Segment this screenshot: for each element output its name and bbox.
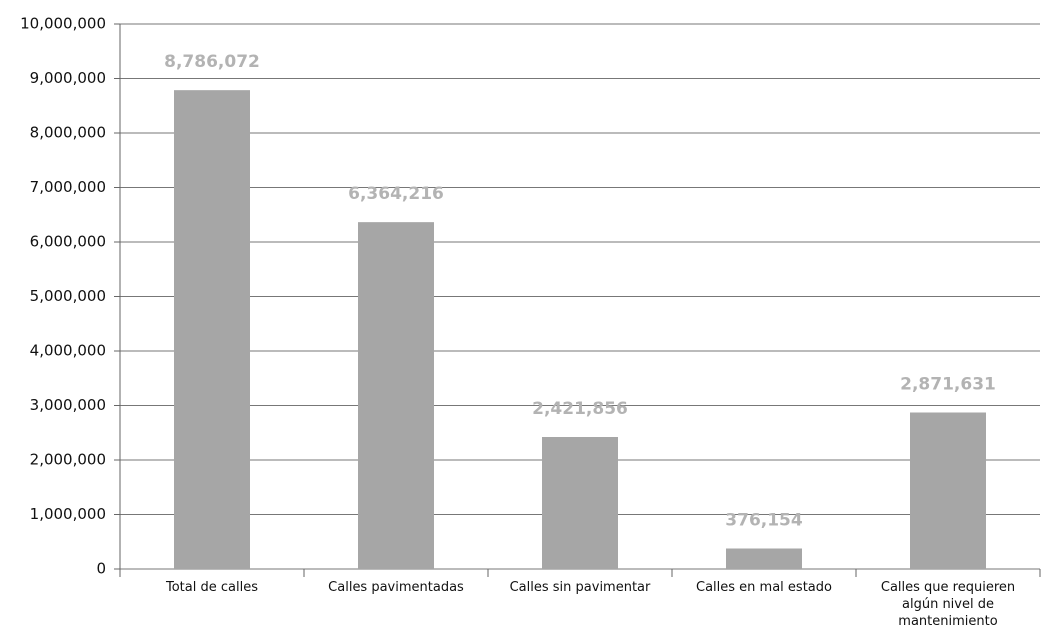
- bar: [542, 437, 618, 569]
- y-tick-label: 6,000,000: [30, 233, 106, 251]
- x-tick-label: Calles sin pavimentar: [509, 580, 651, 595]
- y-tick-label: 7,000,000: [30, 178, 106, 196]
- bar: [358, 222, 434, 570]
- y-tick-label: 9,000,000: [30, 69, 106, 87]
- y-tick-label: 4,000,000: [30, 342, 106, 360]
- y-tick-label: 10,000,000: [20, 15, 106, 33]
- y-tick-label: 1,000,000: [30, 505, 106, 523]
- y-tick-label: 3,000,000: [30, 396, 106, 414]
- value-label: 8,786,072: [164, 52, 260, 72]
- value-label: 6,364,216: [348, 184, 444, 204]
- y-tick-label: 5,000,000: [30, 287, 106, 305]
- y-tick-label: 2,000,000: [30, 451, 106, 469]
- y-tick-label: 8,000,000: [30, 124, 106, 142]
- x-tick-label: Calles en mal estado: [696, 580, 832, 595]
- value-label: 2,871,631: [900, 374, 996, 394]
- bar: [174, 90, 250, 570]
- value-label: 376,154: [725, 510, 803, 530]
- y-tick-label: 0: [96, 560, 106, 578]
- x-tick-label: Calles que requieren algún nivel de mant…: [880, 580, 1016, 629]
- value-label: 2,421,856: [532, 399, 628, 419]
- x-tick-label: Total de calles: [166, 580, 258, 595]
- x-tick-label: Calles pavimentadas: [328, 580, 464, 595]
- bar: [910, 412, 986, 569]
- bar: [726, 548, 802, 569]
